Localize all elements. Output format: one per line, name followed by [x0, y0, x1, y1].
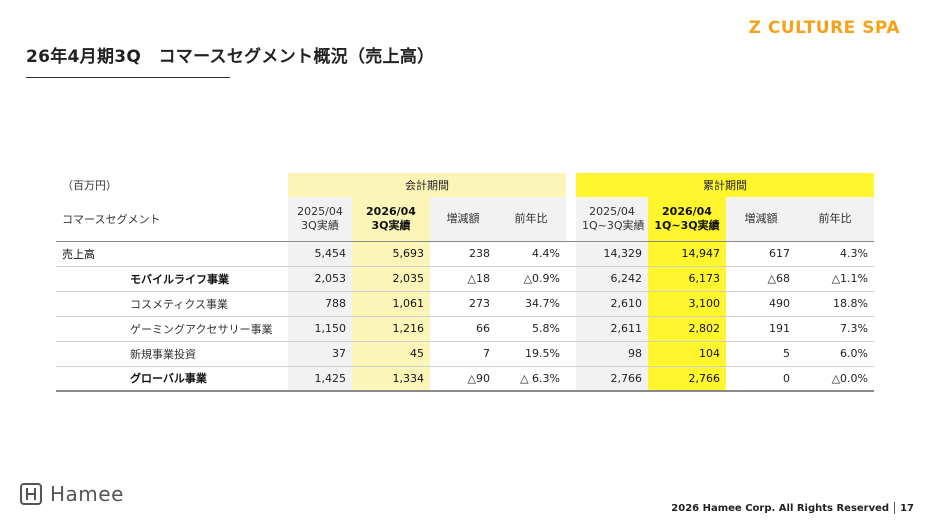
table-row: モバイルライフ事業 2,053 2,035 △18 △0.9% 6,242 6,… — [56, 266, 874, 292]
footer-divider — [894, 502, 896, 514]
row-label: モバイルライフ事業 — [126, 266, 288, 292]
hamee-logo-icon — [20, 483, 42, 505]
table-row: グローバル事業 1,425 1,334 △90 △ 6.3% 2,766 2,7… — [56, 366, 874, 392]
table-row-total: 売上高 5,454 5,693 238 4.4% 14,329 14,947 6… — [56, 240, 874, 267]
col-diff: 増減額 — [430, 197, 496, 241]
copyright-text: 2026 Hamee Corp. All Rights Reserved — [671, 502, 890, 514]
brand-logo: Z CULTURE SPA — [748, 18, 900, 38]
col-prev-quarter: 2025/04 3Q実績 — [288, 197, 352, 241]
table-row: 新規事業投資 37 45 7 19.5% 98 104 5 6.0% — [56, 341, 874, 367]
segment-sales-table: （百万円） 会計期間 累計期間 コマースセグメント 2025/04 3Q実績 20… — [56, 173, 874, 392]
title-underline — [26, 77, 230, 78]
segment-header: コマースセグメント — [62, 212, 161, 226]
col-cur-quarter: 2026/04 3Q実績 — [352, 197, 430, 241]
col-diff-cumulative: 増減額 — [726, 197, 796, 241]
col-yoy-cumulative: 前年比 — [796, 197, 874, 241]
col-cur-cumulative: 2026/04 1Q~3Q実績 — [648, 197, 726, 241]
group-header-period: 会計期間 — [288, 173, 566, 197]
row-label: グローバル事業 — [126, 366, 288, 392]
row-label: ゲーミングアクセサリー事業 — [126, 316, 288, 342]
table-row: ゲーミングアクセサリー事業 1,150 1,216 66 5.8% 2,611 … — [56, 316, 874, 342]
group-header-cumulative: 累計期間 — [576, 173, 874, 197]
row-label: コスメティクス事業 — [126, 291, 288, 317]
page-title: 26年4月期3Q コマースセグメント概況（売上高） — [26, 47, 435, 67]
col-prev-cumulative: 2025/04 1Q~3Q実績 — [576, 197, 648, 241]
page-number: 17 — [900, 502, 914, 514]
col-yoy: 前年比 — [496, 197, 566, 241]
row-label: 新規事業投資 — [126, 341, 288, 367]
row-label: 売上高 — [56, 240, 288, 267]
company-logo: Hamee — [20, 482, 124, 506]
table-row: コスメティクス事業 788 1,061 273 34.7% 2,610 3,10… — [56, 291, 874, 317]
unit-label: （百万円） — [62, 179, 117, 192]
logo-text: Hamee — [50, 482, 124, 506]
footer: 2026 Hamee Corp. All Rights Reserved 17 — [671, 502, 914, 514]
